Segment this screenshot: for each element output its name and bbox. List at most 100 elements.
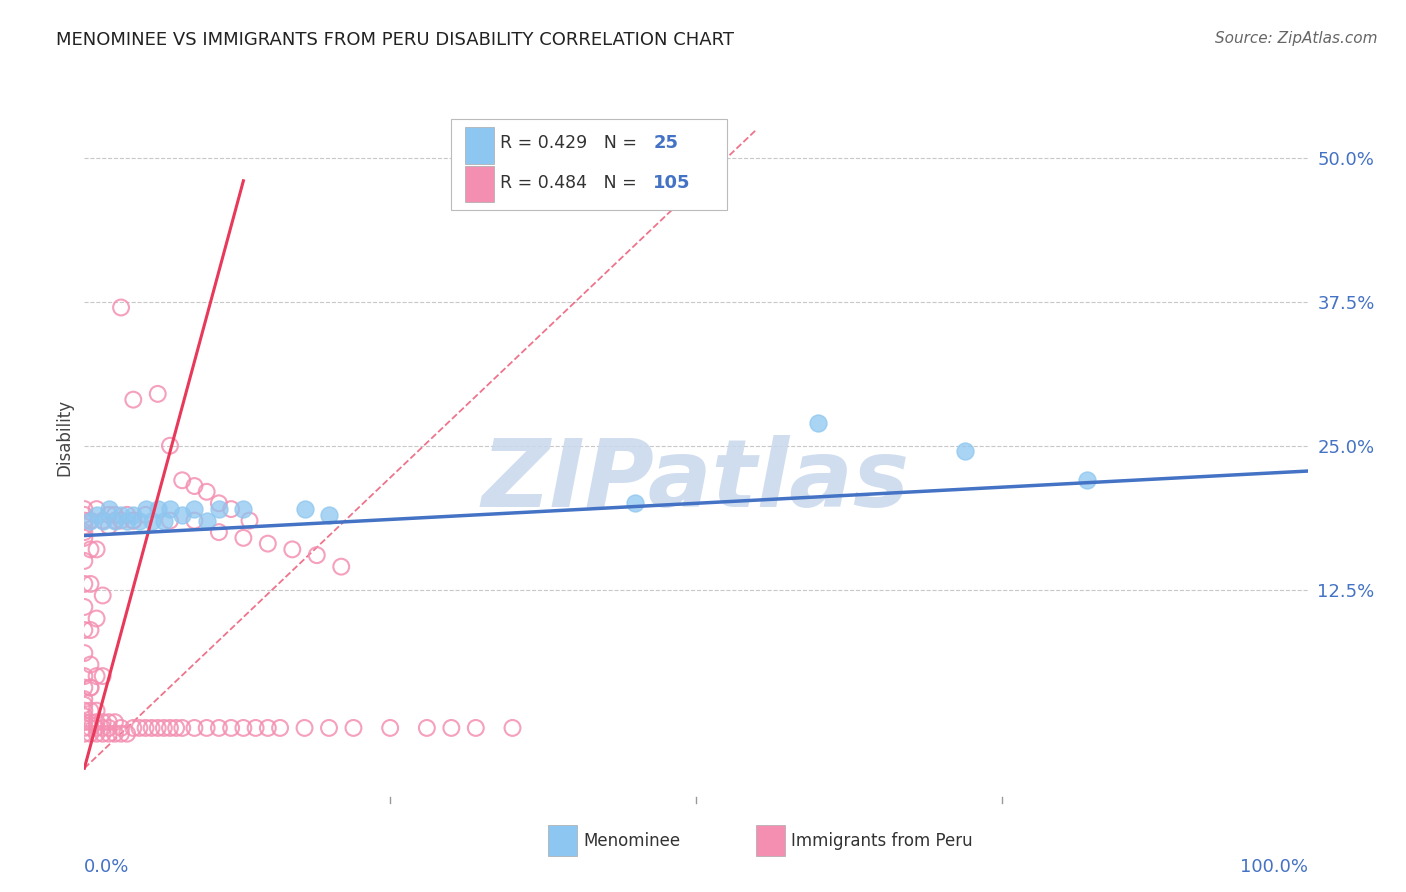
Point	[110, 721, 132, 735]
Point	[281, 542, 304, 557]
Point	[86, 542, 108, 557]
Point	[208, 721, 231, 735]
Point	[73, 669, 96, 683]
Point	[232, 721, 254, 735]
FancyBboxPatch shape	[465, 127, 494, 163]
Point	[219, 721, 242, 735]
Point	[79, 577, 101, 591]
Point	[232, 531, 254, 545]
Point	[318, 508, 340, 522]
Point	[208, 502, 231, 516]
Text: 25: 25	[654, 134, 678, 152]
Text: Source: ZipAtlas.com: Source: ZipAtlas.com	[1215, 31, 1378, 46]
Point	[91, 715, 114, 730]
Point	[624, 496, 647, 510]
Point	[79, 514, 101, 528]
Point	[146, 502, 169, 516]
Text: ZIPatlas: ZIPatlas	[482, 435, 910, 527]
Point	[86, 502, 108, 516]
Point	[73, 514, 96, 528]
Point	[97, 502, 120, 516]
Point	[104, 508, 127, 522]
Point	[135, 508, 157, 522]
Point	[79, 514, 101, 528]
Point	[73, 692, 96, 706]
Point	[79, 704, 101, 718]
Point	[79, 623, 101, 637]
Point	[141, 514, 163, 528]
Point	[91, 514, 114, 528]
FancyBboxPatch shape	[548, 825, 578, 856]
Point	[79, 721, 101, 735]
Point	[128, 721, 150, 735]
Point	[159, 514, 181, 528]
Point	[183, 514, 205, 528]
Point	[104, 514, 127, 528]
Point	[1076, 473, 1098, 487]
Point	[159, 721, 181, 735]
Point	[153, 514, 176, 528]
Point	[73, 577, 96, 591]
Text: R = 0.429   N =: R = 0.429 N =	[501, 134, 643, 152]
Point	[79, 657, 101, 672]
Point	[110, 508, 132, 522]
Point	[172, 508, 194, 522]
Point	[208, 496, 231, 510]
Text: 105: 105	[654, 174, 690, 192]
Point	[110, 514, 132, 528]
Point	[115, 508, 138, 522]
Text: Immigrants from Peru: Immigrants from Peru	[792, 832, 973, 850]
Point	[172, 473, 194, 487]
Point	[318, 721, 340, 735]
Y-axis label: Disability: Disability	[55, 399, 73, 475]
FancyBboxPatch shape	[465, 166, 494, 202]
Point	[195, 721, 218, 735]
Point	[104, 514, 127, 528]
Point	[110, 727, 132, 741]
Point	[219, 502, 242, 516]
Point	[165, 721, 187, 735]
Point	[183, 502, 205, 516]
Point	[238, 514, 260, 528]
Point	[115, 514, 138, 528]
Point	[502, 721, 524, 735]
FancyBboxPatch shape	[756, 825, 786, 856]
Point	[141, 721, 163, 735]
Point	[73, 727, 96, 741]
Point	[305, 548, 328, 562]
Point	[135, 721, 157, 735]
Point	[86, 669, 108, 683]
Point	[195, 514, 218, 528]
Point	[97, 721, 120, 735]
Point	[73, 721, 96, 735]
Point	[953, 444, 976, 458]
Point	[73, 681, 96, 695]
Text: R = 0.484   N =: R = 0.484 N =	[501, 174, 643, 192]
Point	[183, 721, 205, 735]
Point	[91, 669, 114, 683]
Point	[91, 514, 114, 528]
Point	[73, 508, 96, 522]
Point	[86, 611, 108, 625]
Point	[97, 715, 120, 730]
Point	[153, 721, 176, 735]
Point	[79, 727, 101, 741]
Point	[73, 709, 96, 723]
Point	[73, 623, 96, 637]
Point	[380, 721, 402, 735]
Point	[440, 721, 463, 735]
Point	[122, 514, 145, 528]
Point	[73, 531, 96, 545]
Point	[294, 502, 316, 516]
Point	[146, 721, 169, 735]
Point	[86, 704, 108, 718]
Text: 100.0%: 100.0%	[1240, 858, 1308, 876]
Point	[86, 721, 108, 735]
Point	[122, 514, 145, 528]
Text: MENOMINEE VS IMMIGRANTS FROM PERU DISABILITY CORRELATION CHART: MENOMINEE VS IMMIGRANTS FROM PERU DISABI…	[56, 31, 734, 49]
Point	[79, 542, 101, 557]
Point	[73, 599, 96, 614]
Point	[73, 554, 96, 568]
Point	[807, 416, 830, 430]
Point	[115, 727, 138, 741]
